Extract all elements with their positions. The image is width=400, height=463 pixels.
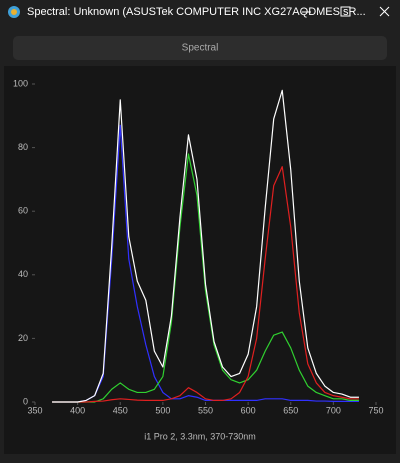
spectrum-line — [52, 124, 359, 403]
y-tick-label: 100 — [13, 78, 28, 88]
spectrum-line — [52, 166, 359, 403]
close-button[interactable] — [379, 6, 390, 17]
spectral-button[interactable] — [13, 36, 387, 60]
x-tick-label: 400 — [70, 405, 85, 415]
x-tick-label: 550 — [198, 405, 213, 415]
spectral-button-label: Spectral — [182, 43, 219, 54]
app-icon-inner — [11, 9, 17, 15]
x-tick-label: 750 — [368, 405, 383, 415]
x-tick-label: 650 — [283, 405, 298, 415]
x-tick-label: 700 — [326, 405, 341, 415]
y-tick-label: 60 — [18, 206, 28, 216]
x-tick-label: 500 — [155, 405, 170, 415]
spectrum-line — [52, 153, 359, 403]
window-title: Spectral: Unknown (ASUSTek COMPUTER INC … — [27, 6, 366, 18]
chart-panel — [4, 66, 396, 454]
x-tick-label: 450 — [113, 405, 128, 415]
x-axis-label: i1 Pro 2, 3.3nm, 370-730nm — [144, 431, 256, 441]
spectrum-line — [52, 89, 359, 403]
y-tick-label: 0 — [23, 396, 28, 406]
x-tick-label: 600 — [241, 405, 256, 415]
maximize-button[interactable] — [340, 6, 351, 17]
x-tick-label: 350 — [27, 405, 42, 415]
y-tick-label: 40 — [18, 269, 28, 279]
plot: 0 20 40 60 80 100 350 400 450 500 550 600 650 700 750 — [13, 78, 384, 415]
y-tick-label: 80 — [18, 142, 28, 152]
y-tick-label: 20 — [18, 333, 28, 343]
